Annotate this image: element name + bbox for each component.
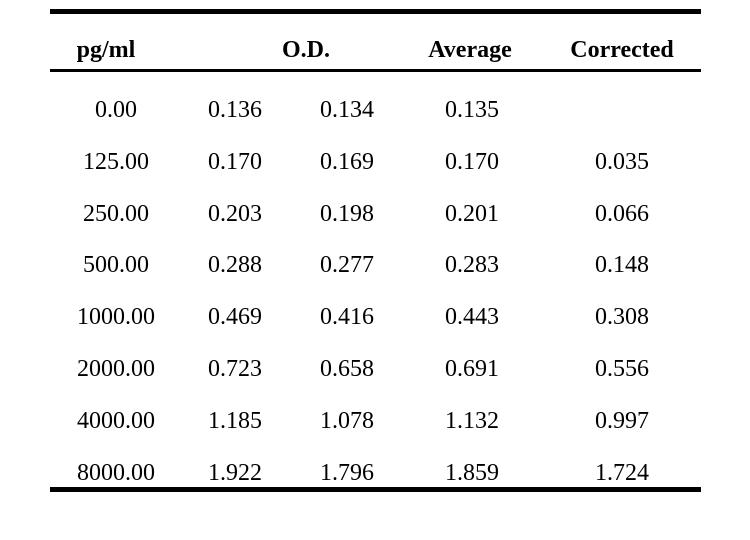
cell-concentration: 8000.00 (77, 459, 155, 486)
cell-average: 1.859 (445, 459, 499, 486)
cell-average: 0.201 (445, 200, 499, 227)
cell-od-2: 0.134 (320, 97, 374, 123)
table-body: 0.00 0.136 0.134 0.135 125.00 0.170 0.169 0.170… (50, 72, 701, 487)
table-row: 0.00 0.136 0.134 0.135 (50, 96, 701, 136)
cell-concentration: 125.00 (83, 148, 149, 175)
cell-od-1: 1.185 (208, 407, 262, 434)
header-od: O.D. (282, 37, 330, 63)
cell-od-2: 0.169 (320, 148, 374, 175)
cell-od-2: 1.796 (320, 459, 374, 486)
cell-corrected: 0.556 (595, 356, 649, 382)
cell-od-1: 0.136 (208, 97, 262, 123)
cell-concentration: 250.00 (83, 200, 149, 227)
header-average: Average (428, 37, 512, 63)
cell-corrected: 0.066 (595, 200, 649, 227)
header-concentration: pg/ml (76, 37, 136, 63)
cell-corrected: 0.148 (595, 252, 649, 279)
cell-average: 0.135 (445, 97, 499, 123)
cell-concentration: 500.00 (83, 252, 149, 279)
table-row: 125.00 0.170 0.169 0.170 0.035 (50, 148, 701, 188)
cell-concentration: 4000.00 (77, 407, 155, 434)
data-table: pg/ml O.D. Average Corrected 0.00 0.136 0.… (50, 9, 701, 492)
table-row: 4000.00 1.185 1.078 1.132 0.997 (50, 407, 701, 447)
cell-concentration: 2000.00 (77, 356, 155, 382)
header-corrected: Corrected (570, 37, 674, 63)
cell-corrected: 0.035 (595, 148, 649, 175)
cell-od-1: 0.723 (208, 356, 262, 382)
cell-od-2: 0.416 (320, 304, 374, 331)
cell-od-1: 0.203 (208, 200, 262, 227)
cell-od-2: 0.198 (320, 200, 374, 227)
cell-od-1: 0.469 (208, 304, 262, 331)
cell-od-1: 1.922 (208, 459, 262, 486)
cell-corrected: 1.724 (595, 459, 649, 486)
cell-concentration: 0.00 (95, 97, 137, 123)
cell-corrected: 0.308 (595, 304, 649, 331)
table-header-row: pg/ml O.D. Average Corrected (50, 14, 701, 69)
table-row: 2000.00 0.723 0.658 0.691 0.556 (50, 355, 701, 395)
cell-average: 1.132 (445, 407, 499, 434)
cell-average: 0.170 (445, 148, 499, 175)
cell-od-2: 0.658 (320, 356, 374, 382)
cell-corrected: 0.997 (595, 407, 649, 434)
table-row: 8000.00 1.922 1.796 1.859 1.724 (50, 459, 701, 499)
cell-average: 0.283 (445, 252, 499, 279)
table-row: 1000.00 0.469 0.416 0.443 0.308 (50, 303, 701, 343)
table-row: 500.00 0.288 0.277 0.283 0.148 (50, 251, 701, 291)
table-bottom-rule (50, 487, 701, 492)
cell-od-2: 1.078 (320, 407, 374, 434)
table-top-rule (50, 9, 701, 14)
cell-average: 0.691 (445, 356, 499, 382)
cell-concentration: 1000.00 (77, 304, 155, 331)
cell-od-1: 0.288 (208, 252, 262, 279)
table-header-rule (50, 69, 701, 72)
cell-average: 0.443 (445, 304, 499, 331)
table-row: 250.00 0.203 0.198 0.201 0.066 (50, 200, 701, 240)
cell-od-1: 0.170 (208, 148, 262, 175)
cell-od-2: 0.277 (320, 252, 374, 279)
